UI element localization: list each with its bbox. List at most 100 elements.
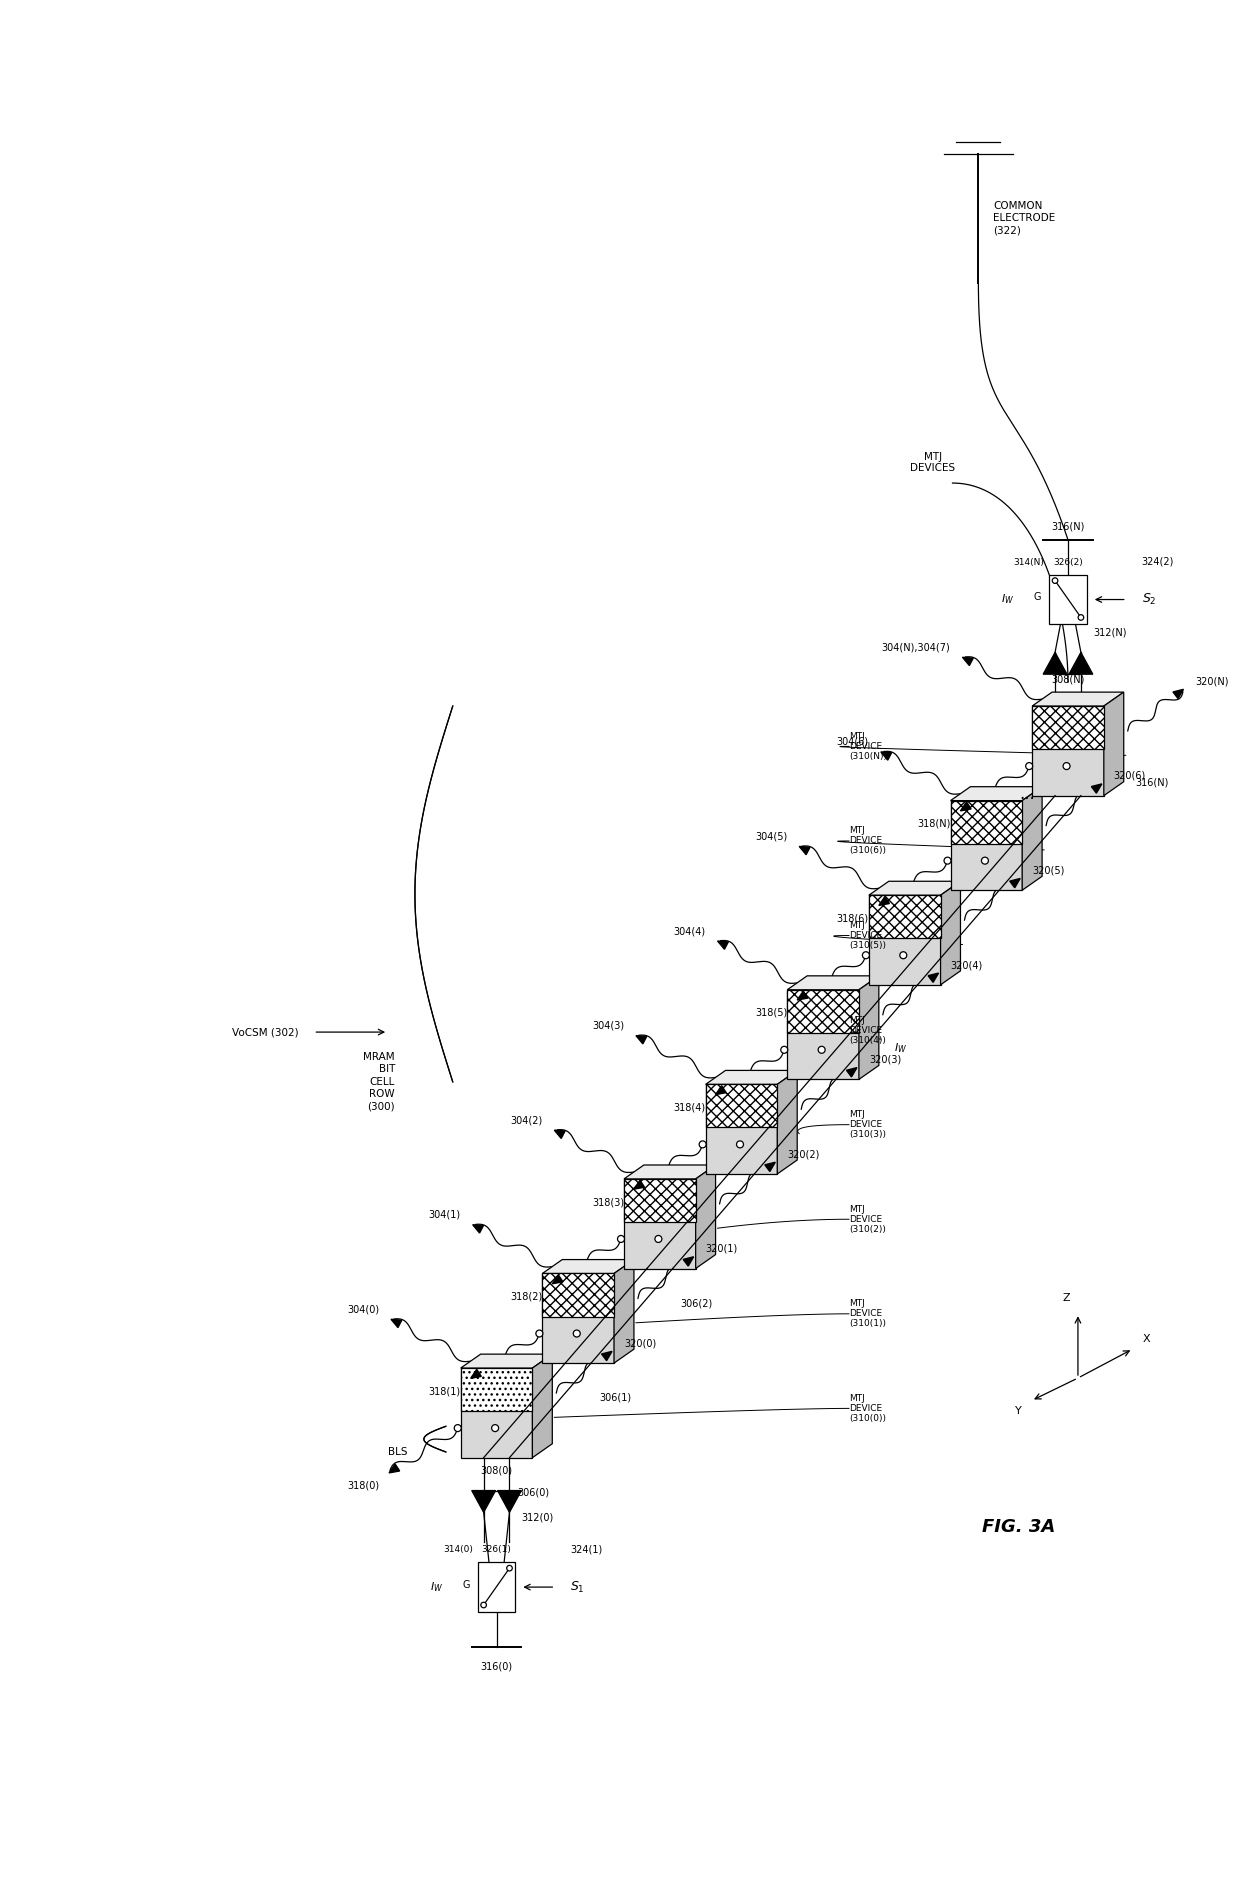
Polygon shape xyxy=(961,803,971,810)
Polygon shape xyxy=(928,974,939,983)
Text: 324(1): 324(1) xyxy=(570,1543,603,1555)
Text: 316(0): 316(0) xyxy=(480,1662,512,1671)
Text: ...: ... xyxy=(1019,784,1035,803)
Text: 304(0): 304(0) xyxy=(347,1305,379,1314)
Text: MTJ
DEVICE
(310(1)): MTJ DEVICE (310(1)) xyxy=(849,1299,885,1329)
Polygon shape xyxy=(1173,690,1183,699)
Text: MTJ
DEVICE
(310(N)): MTJ DEVICE (310(N)) xyxy=(849,731,887,761)
Polygon shape xyxy=(1032,707,1104,748)
Text: 320(1): 320(1) xyxy=(706,1245,738,1254)
Polygon shape xyxy=(1049,575,1087,624)
Text: 304(3): 304(3) xyxy=(591,1021,624,1030)
Polygon shape xyxy=(1104,692,1123,795)
Text: 318(4): 318(4) xyxy=(673,1102,706,1113)
Polygon shape xyxy=(389,1465,399,1472)
Polygon shape xyxy=(391,1320,402,1327)
Polygon shape xyxy=(787,976,879,989)
Circle shape xyxy=(507,1566,512,1572)
Polygon shape xyxy=(1043,652,1068,675)
Text: 308(N): 308(N) xyxy=(1052,675,1085,684)
Text: MTJ
DEVICE
(310(3)): MTJ DEVICE (310(3)) xyxy=(849,1109,885,1139)
Circle shape xyxy=(944,857,951,865)
Polygon shape xyxy=(765,1162,775,1171)
Polygon shape xyxy=(1032,707,1104,795)
Polygon shape xyxy=(869,882,961,895)
Circle shape xyxy=(655,1235,662,1243)
Circle shape xyxy=(981,857,988,865)
Text: MTJ
DEVICE
(310(5)): MTJ DEVICE (310(5)) xyxy=(849,921,885,949)
Polygon shape xyxy=(624,1166,715,1179)
Polygon shape xyxy=(941,882,961,985)
Polygon shape xyxy=(1009,878,1021,887)
Text: 314(N): 314(N) xyxy=(1013,558,1044,566)
Polygon shape xyxy=(624,1179,696,1269)
Polygon shape xyxy=(477,1562,516,1611)
Polygon shape xyxy=(715,1085,727,1094)
Text: 306(2): 306(2) xyxy=(681,1299,713,1308)
Polygon shape xyxy=(1032,692,1123,707)
Text: 318(N): 318(N) xyxy=(918,820,951,829)
Text: COMMON
ELECTRODE
(322): COMMON ELECTRODE (322) xyxy=(993,201,1055,235)
Text: 306(0): 306(0) xyxy=(517,1487,549,1498)
Text: 306(1): 306(1) xyxy=(599,1393,631,1402)
Text: 318(2): 318(2) xyxy=(510,1292,542,1301)
Text: 318(0): 318(0) xyxy=(347,1481,379,1491)
Text: 324(2): 324(2) xyxy=(1142,556,1174,566)
Text: MRAM
BIT
CELL
ROW
(300): MRAM BIT CELL ROW (300) xyxy=(363,1053,396,1111)
Polygon shape xyxy=(1069,652,1092,675)
Text: 304(5): 304(5) xyxy=(755,831,787,842)
Text: $I_W$: $I_W$ xyxy=(894,1042,906,1055)
Text: 320(5): 320(5) xyxy=(1032,865,1064,876)
Text: Z: Z xyxy=(1063,1293,1070,1303)
Text: MTJ
DEVICE
(310(2)): MTJ DEVICE (310(2)) xyxy=(849,1205,885,1233)
Text: 326(1): 326(1) xyxy=(481,1545,511,1555)
Polygon shape xyxy=(880,752,892,760)
Text: 304(2): 304(2) xyxy=(510,1115,542,1126)
Polygon shape xyxy=(624,1179,696,1222)
Text: 304(1): 304(1) xyxy=(429,1209,461,1220)
Circle shape xyxy=(818,1047,825,1053)
Polygon shape xyxy=(1022,786,1042,891)
Polygon shape xyxy=(636,1036,647,1043)
Polygon shape xyxy=(471,1369,481,1378)
Circle shape xyxy=(1078,615,1084,620)
Text: BLS: BLS xyxy=(388,1448,408,1457)
Text: $I_W$: $I_W$ xyxy=(429,1581,443,1594)
Polygon shape xyxy=(879,897,889,906)
Polygon shape xyxy=(787,989,859,1079)
Text: 314(0): 314(0) xyxy=(443,1545,472,1555)
Text: G: G xyxy=(463,1579,470,1590)
Polygon shape xyxy=(859,976,879,1079)
Text: FIG. 3A: FIG. 3A xyxy=(982,1519,1055,1536)
Polygon shape xyxy=(800,846,810,855)
Polygon shape xyxy=(497,1491,521,1512)
Text: G: G xyxy=(1034,592,1042,602)
Circle shape xyxy=(491,1425,498,1431)
Polygon shape xyxy=(869,895,941,938)
Text: 316(N): 316(N) xyxy=(1136,776,1169,788)
Text: MTJ
DEVICE
(310(0)): MTJ DEVICE (310(0)) xyxy=(849,1393,885,1423)
Text: 320(4): 320(4) xyxy=(951,961,983,970)
Polygon shape xyxy=(542,1260,634,1273)
Text: X: X xyxy=(1143,1335,1151,1344)
Circle shape xyxy=(781,1047,787,1053)
Circle shape xyxy=(737,1141,744,1149)
Polygon shape xyxy=(706,1070,797,1085)
Circle shape xyxy=(699,1141,706,1149)
Text: $I_W$: $I_W$ xyxy=(1001,592,1014,607)
Polygon shape xyxy=(461,1354,552,1369)
Circle shape xyxy=(454,1425,461,1431)
Text: 304(6): 304(6) xyxy=(837,737,869,746)
Text: 320(3): 320(3) xyxy=(869,1055,901,1064)
Circle shape xyxy=(862,951,869,959)
Polygon shape xyxy=(951,801,1022,891)
Circle shape xyxy=(1053,577,1058,583)
Polygon shape xyxy=(706,1085,777,1173)
Circle shape xyxy=(481,1602,486,1607)
Polygon shape xyxy=(787,989,859,1032)
Text: MTJ
DEVICE
(310(4)): MTJ DEVICE (310(4)) xyxy=(849,1015,885,1045)
Text: 304(4): 304(4) xyxy=(673,927,706,936)
Text: $S_2$: $S_2$ xyxy=(1142,592,1156,607)
Text: MTJ
DEVICE
(310(6)): MTJ DEVICE (310(6)) xyxy=(849,827,885,855)
Text: 318(3): 318(3) xyxy=(591,1198,624,1207)
